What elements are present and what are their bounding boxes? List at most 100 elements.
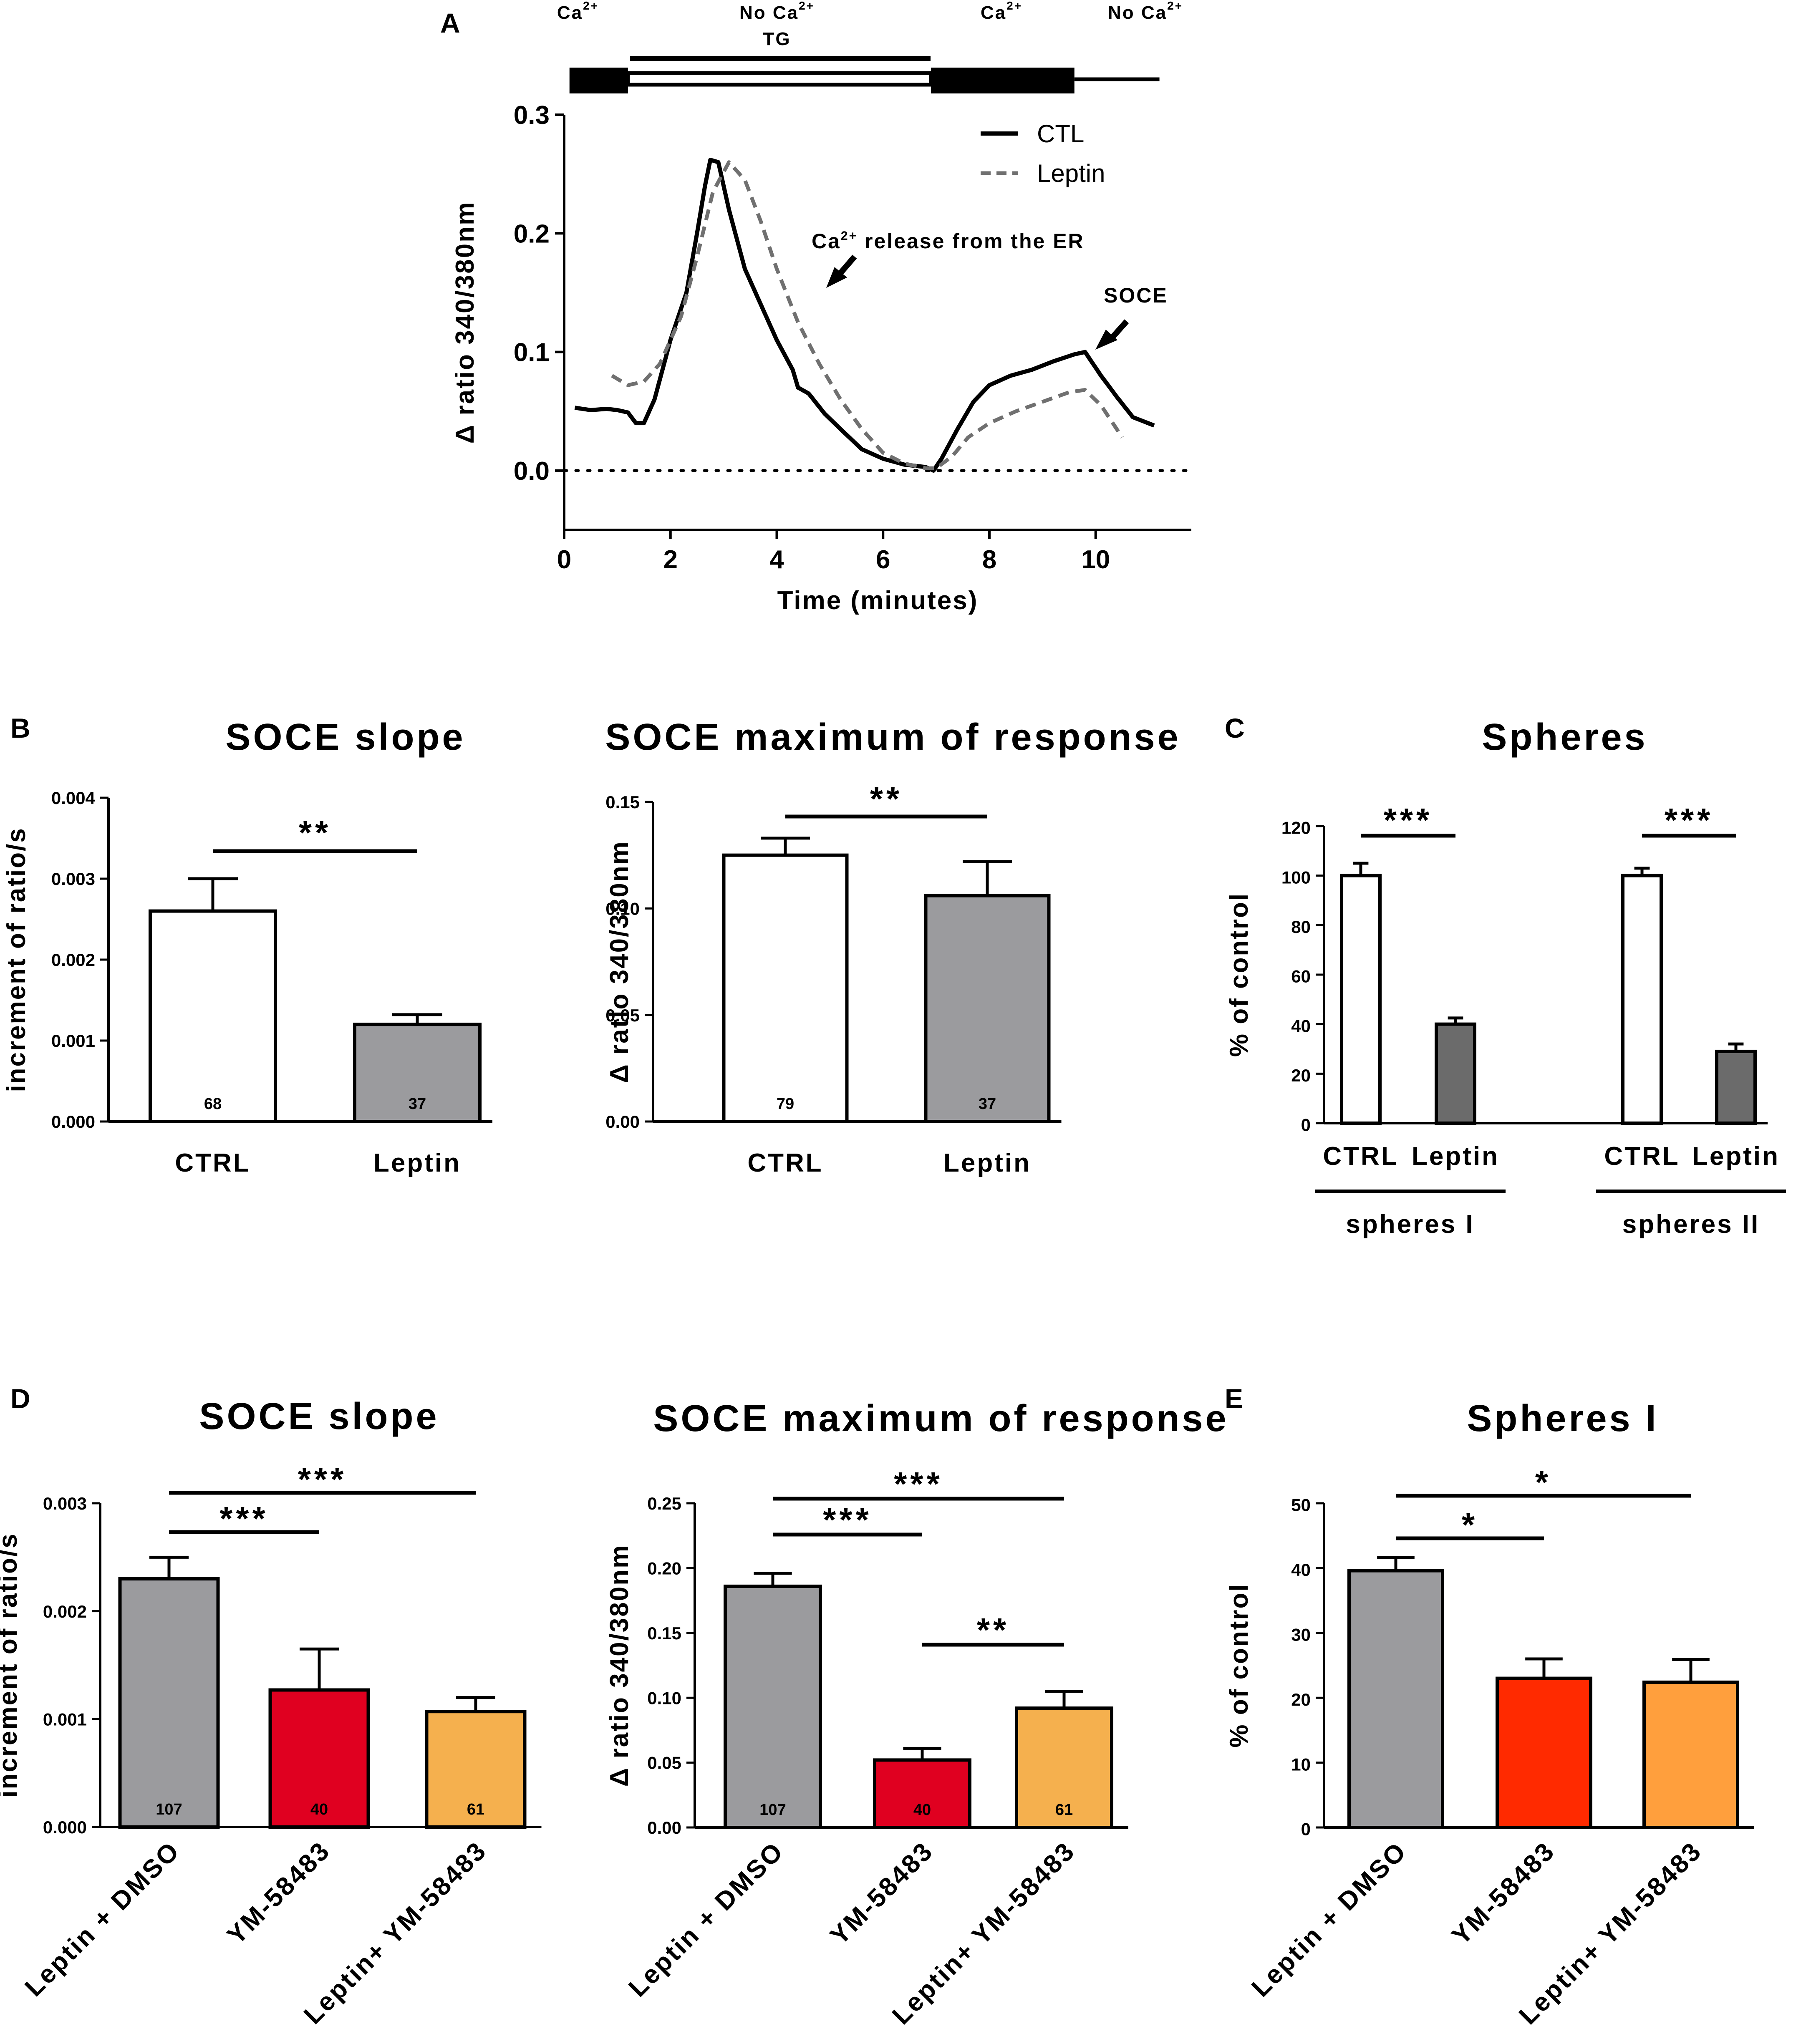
chart-title: SOCE slope: [199, 1396, 439, 1437]
condition-label-2: No Ca2+: [739, 0, 815, 23]
y-axis-label: Δ ratio 340/380nm: [451, 201, 479, 444]
significance-label: ***: [894, 1465, 943, 1502]
bar-leptin-dmso: [118, 1577, 220, 1829]
x-axis-label: Time (minutes): [777, 586, 979, 615]
significance-label: ***: [1384, 801, 1433, 839]
y-tick-label: 0.05: [605, 1006, 640, 1025]
protocol-bar-2: [931, 68, 1075, 93]
legend-label-leptin: Leptin: [1037, 159, 1105, 187]
bar-leptin-dmso: [724, 1584, 822, 1830]
arrow-er: [826, 255, 857, 288]
significance-label: *: [1535, 1464, 1551, 1501]
n-label: 61: [467, 1801, 484, 1818]
category-label-leptin: Leptin: [373, 1149, 461, 1177]
chart-b1: B SOCE slope increment of ratio/s 0.000 0.00…: [2, 713, 492, 1177]
significance-label: ***: [219, 1500, 268, 1537]
y-axis-label: increment of ratio/s: [0, 1532, 23, 1797]
y-tick-label: 0.05: [647, 1753, 681, 1773]
category-label-ctrl: CTRL: [1604, 1142, 1680, 1171]
n-label: 68: [204, 1095, 222, 1113]
y-tick-label: 40: [1291, 1560, 1311, 1580]
y-axis-label: increment of ratio/s: [2, 827, 31, 1092]
y-tick-label: 0.000: [51, 1112, 95, 1132]
significance-label: *: [1462, 1506, 1478, 1543]
bar-ym-58483: [1496, 1676, 1592, 1830]
y-tick-label: 0.003: [51, 869, 95, 889]
category-label-ctrl: CTRL: [1323, 1142, 1398, 1171]
x-tick-label: 4: [769, 545, 784, 574]
n-label: 40: [310, 1801, 328, 1818]
y-tick-label: 50: [1291, 1495, 1311, 1515]
x-tick-label: 2: [663, 545, 678, 574]
y-tick-label: 0.000: [43, 1817, 87, 1837]
y-tick-label: 20: [1291, 1690, 1311, 1709]
bar-leptin: [1715, 1049, 1757, 1125]
protocol-bars: [569, 68, 1160, 93]
y-tick-label: 0.3: [514, 101, 550, 130]
x-tick-label: 0: [557, 545, 571, 574]
n-label: 37: [979, 1095, 996, 1113]
n-label: 79: [777, 1095, 794, 1113]
chart-title: SOCE slope: [225, 716, 465, 758]
y-axis-label: Δ ratio 340/380nm: [605, 840, 634, 1083]
x-tick-label: 10: [1081, 545, 1110, 574]
y-tick-label: 60: [1291, 967, 1311, 986]
y-tick-label: 0.15: [605, 792, 640, 812]
category-label-leptin: Leptin: [1412, 1142, 1499, 1171]
panel-a: A Ca2+ No Ca2+ TG Ca2+ No Ca2+ 0.0 0.1 0.2…: [440, 0, 1193, 615]
panel-b-label: B: [10, 713, 30, 744]
bar-ctrl: [149, 909, 277, 1124]
bar-ym-58483: [268, 1688, 370, 1829]
chart-title: SOCE maximum of response: [653, 1398, 1228, 1439]
y-tick-label: 20: [1291, 1066, 1311, 1085]
y-tick-label: 0.0: [514, 457, 550, 486]
annotation-soce: SOCE: [1104, 284, 1168, 307]
group-label-spheres-ii: spheres II: [1622, 1210, 1760, 1239]
y-tick-label: 0.001: [51, 1031, 95, 1051]
x-tick-label: 8: [982, 545, 996, 574]
y-tick-label: 40: [1291, 1016, 1311, 1036]
y-tick-label: 0.20: [647, 1559, 681, 1578]
bar-ctrl: [722, 853, 849, 1124]
arrow-soce: [1095, 319, 1129, 350]
y-tick-label: 0.10: [647, 1688, 681, 1708]
y-tick-label: 0.001: [43, 1709, 87, 1729]
bar-leptin-ym-58483: [1642, 1680, 1739, 1830]
panel-e-label: E: [1225, 1383, 1243, 1414]
y-axis-label: Δ ratio 340/380nm: [605, 1544, 634, 1787]
y-tick-label: 0.25: [647, 1494, 681, 1513]
n-label: 107: [156, 1801, 182, 1818]
panel-a-label: A: [440, 8, 460, 38]
condition-label-4: No Ca2+: [1108, 0, 1183, 23]
y-tick-label: 100: [1281, 867, 1311, 887]
protocol-bar-0: [569, 68, 628, 93]
series-line-ctl: [574, 158, 1155, 473]
n-label: 107: [759, 1801, 786, 1819]
category-label-leptin: Leptin: [1692, 1142, 1780, 1171]
n-label: 37: [409, 1095, 426, 1113]
panel-d-label: D: [10, 1383, 30, 1414]
y-tick-label: 0.2: [514, 219, 550, 248]
chart-b2: SOCE maximum of response Δ ratio 340/380n…: [605, 716, 1178, 1177]
legend-label-ctl: CTL: [1037, 120, 1084, 148]
significance-label: ***: [298, 1461, 347, 1498]
protocol-conditions: Ca2+ No Ca2+ TG Ca2+ No Ca2+: [557, 0, 1183, 49]
category-label-ctrl: CTRL: [747, 1149, 823, 1177]
n-label: 40: [913, 1801, 931, 1819]
category-label-ctrl: CTRL: [175, 1149, 250, 1177]
significance-label: **: [977, 1611, 1009, 1648]
condition-label-1: Ca2+: [557, 0, 599, 23]
annotation-er-release: Ca2+ release from the ER: [812, 229, 1085, 253]
category-label-leptin: Leptin: [943, 1149, 1031, 1177]
bar-leptin: [924, 894, 1051, 1123]
y-tick-label: 0.00: [605, 1112, 640, 1132]
y-tick-label: 0: [1301, 1115, 1311, 1135]
bar-leptin: [1435, 1022, 1476, 1125]
tg-label: TG: [763, 29, 791, 49]
y-tick-label: 0: [1301, 1820, 1311, 1839]
y-tick-label: 10: [1291, 1754, 1311, 1774]
significance-label: **: [870, 780, 903, 817]
chart-title: Spheres I: [1467, 1398, 1658, 1439]
